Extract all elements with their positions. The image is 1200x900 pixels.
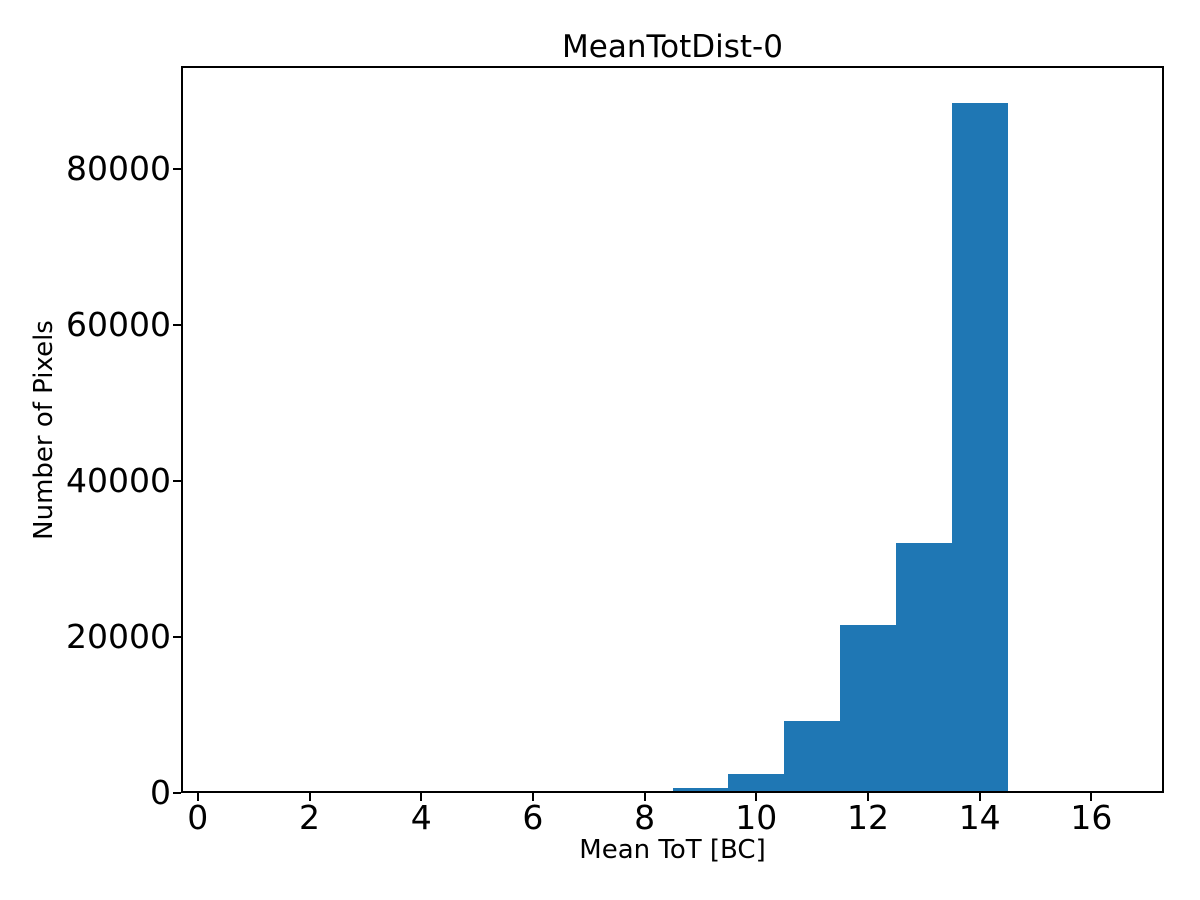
x-tick-mark (196, 793, 199, 801)
x-tick-label: 4 (410, 798, 432, 837)
y-axis-label: Number of Pixels (29, 320, 59, 540)
x-tick-mark (755, 793, 758, 801)
histogram-bar (672, 788, 729, 791)
x-tick-mark (867, 793, 869, 801)
histogram-bar (951, 102, 1008, 791)
x-tick-mark (420, 793, 423, 801)
x-tick-mark (643, 793, 646, 801)
x-tick-label: 6 (522, 798, 544, 837)
y-tick-mark (173, 792, 181, 794)
y-tick-label: 60000 (66, 305, 171, 344)
histogram-bar (784, 721, 841, 791)
y-tick-label: 80000 (66, 149, 171, 188)
x-tick-mark (531, 793, 534, 801)
y-tick-mark (173, 168, 181, 170)
y-tick-mark (173, 324, 181, 326)
y-tick-label: 0 (150, 773, 171, 812)
histogram-bar (895, 543, 952, 791)
y-tick-mark (173, 636, 181, 638)
x-tick-mark (978, 793, 981, 801)
x-tick-label: 0 (187, 798, 209, 837)
x-tick-label: 10 (735, 798, 778, 837)
x-axis-label: Mean ToT [BC] (579, 835, 766, 865)
histogram-bar (840, 625, 896, 791)
plot-area (181, 66, 1164, 793)
histogram-bar (728, 774, 785, 791)
y-tick-label: 20000 (66, 617, 171, 656)
y-tick-label: 40000 (66, 461, 171, 500)
x-tick-label: 14 (958, 798, 1001, 837)
x-tick-mark (308, 793, 311, 801)
x-tick-label: 16 (1070, 798, 1113, 837)
x-tick-mark (1090, 793, 1093, 801)
y-tick-mark (173, 480, 181, 482)
chart-title: MeanTotDist-0 (562, 29, 783, 65)
x-tick-label: 2 (299, 798, 320, 837)
x-tick-label: 8 (634, 798, 656, 837)
x-tick-label: 12 (847, 798, 889, 837)
